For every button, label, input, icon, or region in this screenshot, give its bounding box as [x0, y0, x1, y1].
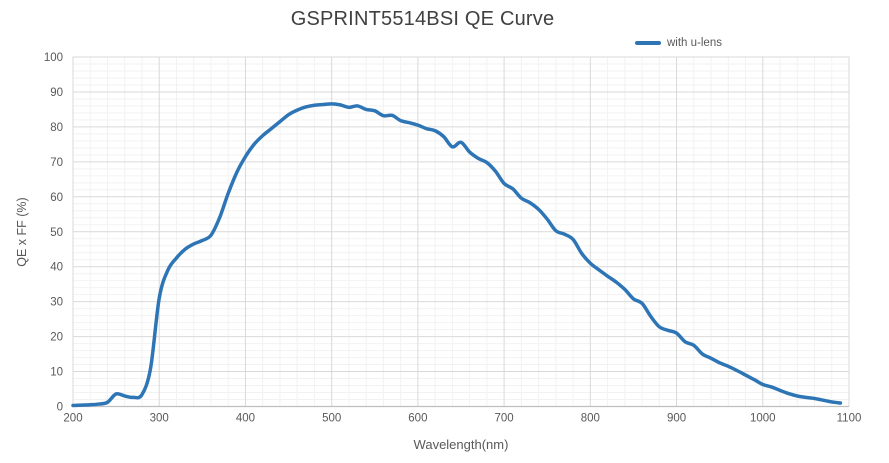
legend-label: with u-lens	[667, 37, 722, 49]
y-axis-title: QE x FF (%)	[15, 197, 29, 267]
x-tick-label: 200	[63, 413, 82, 425]
y-tick-label: 80	[50, 122, 63, 134]
y-tick-label: 70	[50, 157, 63, 169]
y-tick-label: 90	[50, 87, 63, 99]
y-tick-label: 100	[44, 52, 63, 64]
x-tick-label: 1100	[837, 413, 862, 425]
x-tick-label: 300	[150, 413, 169, 425]
chart-title: GSPRINT5514BSI QE Curve	[290, 8, 555, 30]
legend: with u-lens	[635, 37, 722, 49]
y-tick-label: 40	[50, 262, 63, 274]
x-axis-title: Wavelength(nm)	[413, 437, 509, 452]
legend-line-icon	[635, 41, 661, 45]
qe-curve-line	[71, 102, 843, 408]
y-tick-label: 0	[57, 402, 63, 414]
x-tick-label: 800	[581, 413, 600, 425]
x-tick-label: 900	[667, 413, 686, 425]
x-tick-label: 1000	[750, 413, 776, 425]
x-tick-label: 500	[322, 413, 341, 425]
x-tick-label: 600	[408, 413, 427, 425]
x-tick-label: 700	[495, 413, 514, 425]
y-tick-label: 60	[50, 192, 63, 204]
y-tick-label: 20	[50, 332, 63, 344]
y-tick-label: 30	[50, 297, 63, 309]
y-tick-label: 50	[50, 227, 63, 239]
y-tick-label: 10	[50, 367, 63, 379]
x-tick-label: 400	[236, 413, 255, 425]
